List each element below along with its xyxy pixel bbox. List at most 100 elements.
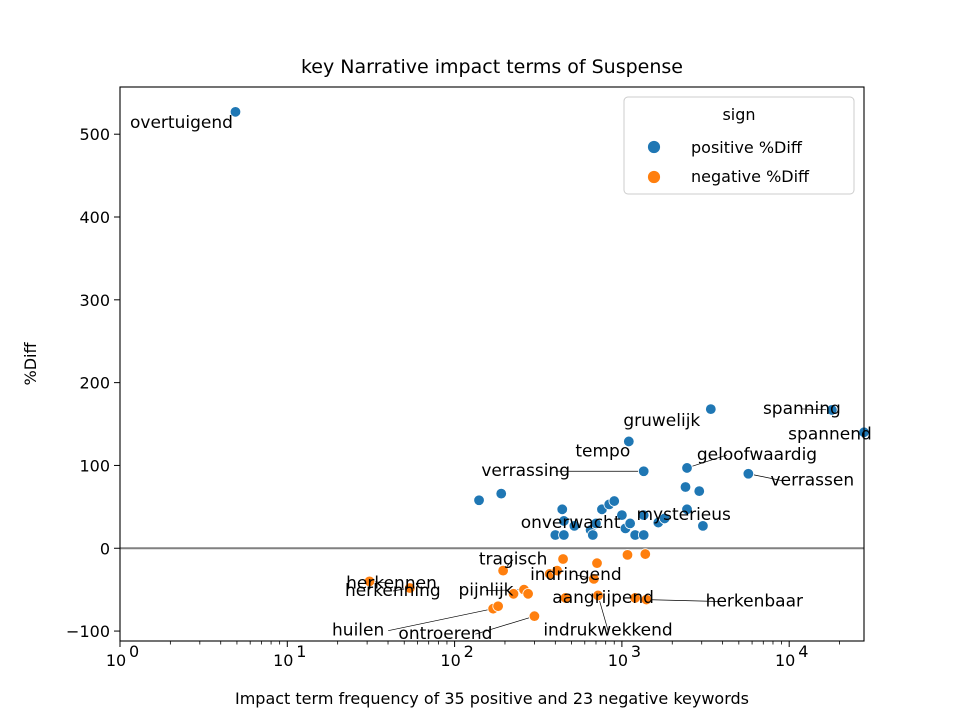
x-tick-label: 10 bbox=[106, 651, 126, 670]
x-tick-exponent: 1 bbox=[296, 642, 306, 661]
point-negative bbox=[559, 592, 572, 604]
point-negative bbox=[522, 588, 534, 600]
x-tick-label: 10 bbox=[608, 651, 628, 670]
y-tick-label: 200 bbox=[79, 374, 110, 393]
legend-title: sign bbox=[722, 105, 755, 124]
x-tick-label: 10 bbox=[775, 651, 795, 670]
point-label: gruwelijk bbox=[623, 411, 700, 431]
point-positive bbox=[826, 404, 838, 416]
y-tick-label: −100 bbox=[66, 622, 110, 641]
point-label: tragisch bbox=[479, 550, 548, 570]
point-positive bbox=[679, 481, 692, 493]
legend-marker-negative bbox=[647, 170, 661, 184]
point-label: indrukwekkend bbox=[543, 620, 672, 640]
point-label: geloofwaardig bbox=[697, 445, 817, 465]
point-positive bbox=[616, 509, 628, 521]
legend-box bbox=[623, 96, 855, 195]
point-positive bbox=[590, 517, 602, 530]
point-positive bbox=[693, 485, 705, 497]
label-connector bbox=[388, 608, 494, 632]
point-negative bbox=[592, 589, 604, 602]
label-connector bbox=[597, 595, 609, 631]
point-label: huilen bbox=[332, 621, 384, 641]
point-label: mysterieus bbox=[636, 505, 731, 525]
point-positive bbox=[637, 529, 650, 541]
point-label: tempo bbox=[575, 441, 630, 461]
x-tick-exponent: 0 bbox=[129, 642, 139, 661]
point-negative bbox=[588, 573, 600, 585]
point-positive bbox=[742, 468, 755, 480]
point-label: herkenbaar bbox=[706, 592, 803, 612]
point-positive bbox=[587, 529, 599, 541]
point-positive bbox=[229, 106, 242, 118]
point-negative bbox=[557, 553, 569, 565]
point-negative bbox=[528, 610, 541, 622]
plot-frame bbox=[119, 86, 865, 642]
y-axis-label: %Diff bbox=[21, 342, 40, 386]
point-positive bbox=[558, 515, 570, 527]
y-axis-ticks: −100 0 100 200 300 400 500 bbox=[66, 125, 120, 641]
x-axis-label: Impact term frequency of 35 positive and… bbox=[235, 689, 749, 708]
point-positive bbox=[658, 512, 671, 525]
point-negative bbox=[497, 564, 509, 577]
y-tick-label: 500 bbox=[79, 125, 110, 144]
x-axis-ticks: 10 0 10 1 10 2 10 3 10 4 bbox=[106, 641, 840, 670]
point-negative bbox=[404, 582, 416, 594]
label-connector bbox=[748, 473, 783, 482]
point-negative bbox=[639, 548, 651, 560]
point-negative bbox=[492, 600, 504, 612]
point-positive bbox=[681, 503, 693, 516]
point-label: onverwacht bbox=[521, 513, 621, 533]
point-positive bbox=[637, 465, 650, 477]
point-label: spannend bbox=[788, 424, 872, 444]
point-positive bbox=[623, 435, 635, 448]
point-label: herkenning bbox=[345, 581, 441, 601]
point-positive bbox=[624, 517, 636, 530]
point-positive bbox=[608, 495, 620, 507]
point-positive bbox=[568, 520, 581, 532]
y-tick-label: 300 bbox=[79, 291, 110, 310]
label-connector bbox=[686, 454, 728, 469]
y-tick-label: 100 bbox=[79, 456, 110, 475]
point-negative bbox=[629, 592, 641, 604]
point-negative bbox=[591, 557, 603, 569]
x-tick-exponent: 4 bbox=[798, 642, 808, 661]
point-positive bbox=[705, 403, 717, 415]
legend-label-negative: negative %Diff bbox=[691, 167, 810, 186]
point-negative bbox=[621, 549, 634, 561]
label-connector bbox=[646, 599, 725, 602]
point-label: spanning bbox=[763, 399, 841, 419]
point-label: overtuigend bbox=[130, 113, 233, 133]
x-tick-label: 10 bbox=[440, 651, 460, 670]
y-tick-label: 0 bbox=[100, 539, 110, 558]
data-points-layer bbox=[229, 106, 870, 622]
point-label: indringend bbox=[530, 565, 622, 585]
point-label: ontroerend bbox=[398, 624, 492, 644]
point-positive bbox=[473, 494, 485, 506]
legend-label-positive: positive %Diff bbox=[691, 138, 803, 157]
point-negative bbox=[507, 588, 520, 600]
x-tick-label: 10 bbox=[273, 651, 293, 670]
point-positive bbox=[681, 462, 693, 474]
legend: sign positive %Diff negative %Diff bbox=[623, 96, 855, 195]
point-label: herkennen bbox=[346, 573, 437, 593]
point-positive bbox=[495, 487, 507, 500]
label-connector bbox=[486, 589, 525, 592]
legend-marker-positive bbox=[647, 140, 661, 154]
point-label: verrassen bbox=[771, 471, 855, 491]
point-positive bbox=[637, 509, 650, 521]
point-positive bbox=[558, 529, 570, 541]
point-positive bbox=[697, 520, 709, 532]
point-negative bbox=[551, 564, 563, 577]
point-positive bbox=[556, 503, 568, 516]
chart-title: key Narrative impact terms of Suspense bbox=[301, 56, 683, 78]
point-label: verrassing bbox=[481, 461, 570, 481]
label-connector bbox=[475, 615, 535, 635]
x-tick-exponent: 2 bbox=[464, 642, 474, 661]
point-label: pijnlijk bbox=[459, 581, 514, 601]
y-tick-label: 400 bbox=[79, 208, 110, 227]
x-tick-exponent: 3 bbox=[631, 642, 641, 661]
point-label: aangrijpend bbox=[552, 588, 654, 608]
